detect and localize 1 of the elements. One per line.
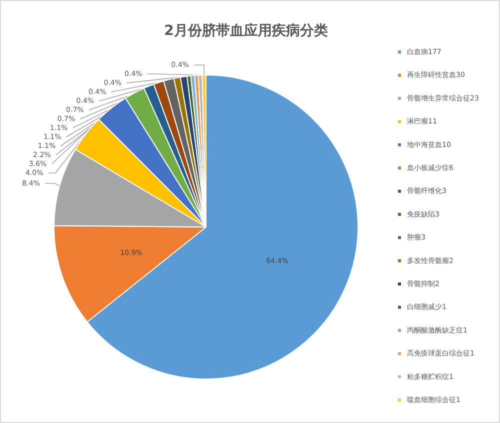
chart-title: 2月份脐带血应用疾病分类 (164, 22, 328, 39)
